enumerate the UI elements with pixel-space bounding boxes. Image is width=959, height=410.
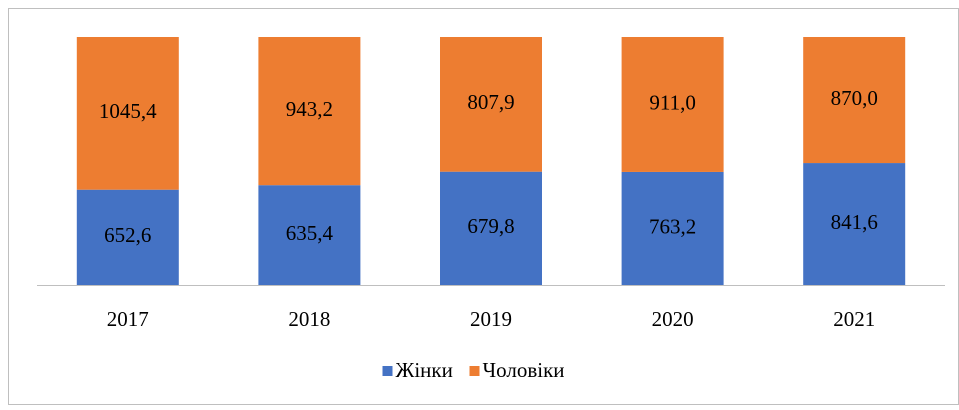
legend-label: Жінки xyxy=(396,358,453,382)
x-tick-label: 2018 xyxy=(288,307,330,331)
bar-segment xyxy=(440,37,542,172)
x-tick-label: 2017 xyxy=(107,307,149,331)
data-label: 635,4 xyxy=(286,221,334,245)
legend-swatch xyxy=(469,366,480,376)
bar-segment xyxy=(258,37,361,186)
bar-segment xyxy=(440,171,542,285)
bar-segment xyxy=(803,163,906,285)
legend-label: Чоловіки xyxy=(483,358,565,382)
data-label: 1045,4 xyxy=(99,99,157,123)
data-label: 679,8 xyxy=(467,214,514,238)
legend-swatch xyxy=(382,366,393,376)
x-tick-label: 2019 xyxy=(470,307,512,331)
bar-segment xyxy=(76,37,179,190)
data-label: 841,6 xyxy=(831,210,878,234)
data-label: 943,2 xyxy=(286,97,333,121)
bar-segment xyxy=(621,171,724,285)
data-label: 652,6 xyxy=(104,223,151,247)
bar-segment xyxy=(621,37,724,172)
x-tick-label: 2021 xyxy=(833,307,875,331)
bar-segment xyxy=(258,185,361,285)
bar-segment xyxy=(76,189,179,285)
bar-segment xyxy=(803,37,906,164)
data-label: 807,9 xyxy=(467,90,514,114)
data-label: 870,0 xyxy=(831,86,878,110)
data-label: 911,0 xyxy=(649,90,695,114)
data-label: 763,2 xyxy=(649,214,696,238)
x-tick-label: 2020 xyxy=(652,307,694,331)
